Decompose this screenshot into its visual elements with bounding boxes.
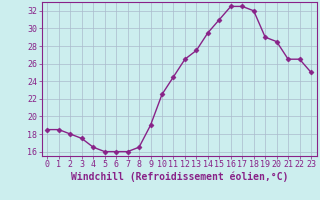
X-axis label: Windchill (Refroidissement éolien,°C): Windchill (Refroidissement éolien,°C) xyxy=(70,172,288,182)
